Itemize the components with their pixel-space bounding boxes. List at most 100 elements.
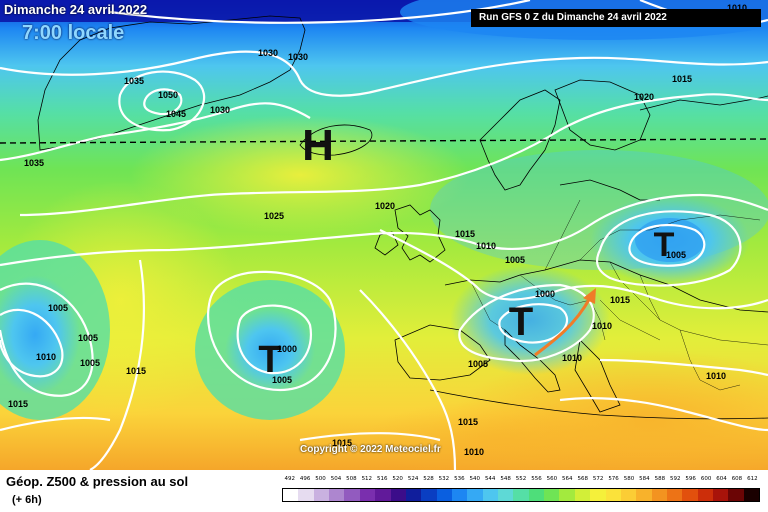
- scale-tick-label: 544: [484, 476, 496, 482]
- forecast-time: 7:00 locale: [22, 22, 125, 44]
- scale-swatch: [498, 489, 514, 501]
- scale-swatch: [666, 489, 683, 501]
- scale-tick-label: 496: [299, 476, 311, 482]
- scale-tick-label: 600: [700, 476, 712, 482]
- isobar-label: 1015: [8, 399, 28, 409]
- isobar-label: 1015: [610, 295, 630, 305]
- isobar-label: 1005: [272, 375, 292, 385]
- scale-swatch: [436, 489, 452, 501]
- scale-tick-label: 524: [407, 476, 419, 482]
- isobar-label: 1005: [505, 255, 525, 265]
- scale-tick-label: 612: [747, 476, 758, 482]
- isobars: [0, 0, 768, 470]
- isobar-label: 1030: [258, 48, 278, 58]
- scale-swatch: [559, 489, 575, 501]
- isobar-label: 1025: [264, 211, 284, 221]
- isobar-label: 1010: [36, 352, 56, 362]
- pressure-map: H T T T 1010 1030 1030 1035 1050 1045 10…: [0, 0, 768, 470]
- isobar-label: 1005: [666, 250, 686, 260]
- scale-swatch: [544, 489, 560, 501]
- scale-tick-label: 532: [438, 476, 450, 482]
- isobar-label: 1035: [24, 158, 44, 168]
- scale-swatch: [298, 489, 314, 501]
- scale-tick-label: 540: [469, 476, 481, 482]
- isobar-label: 1015: [332, 438, 352, 448]
- scale-tick-label: 552: [515, 476, 527, 482]
- isobar-label: 1015: [455, 229, 475, 239]
- scale-swatch: [528, 489, 545, 501]
- scale-tick-label: 548: [500, 476, 511, 482]
- scale-tick-label: 492: [284, 476, 295, 482]
- borders: [469, 199, 768, 391]
- scale-tick-label: 608: [731, 476, 743, 482]
- isobar-label: 1010: [706, 371, 726, 381]
- scale-tick-label: 500: [315, 476, 326, 482]
- scale-swatch: [390, 489, 406, 501]
- scale-tick-label: 520: [392, 476, 403, 482]
- scale-tick-label: 564: [562, 476, 573, 482]
- scale-swatch: [283, 489, 299, 501]
- scale-swatch: [344, 489, 360, 501]
- isobar-labels: 1010 1030 1030 1035 1050 1045 1030 1035 …: [8, 3, 747, 457]
- isobar-label: 1010: [476, 241, 496, 251]
- color-scale: 492 496 500 504 508 512 516 520 524 528 532 536 540 5…: [282, 476, 760, 508]
- isobar-label: 1030: [288, 52, 308, 62]
- scale-swatch: [697, 489, 714, 501]
- legend-panel: Géop. Z500 & pression au sol (+ 6h) 492 4…: [0, 470, 768, 512]
- scale-tick-label: 592: [670, 476, 681, 482]
- color-scale-labels: 492 496 500 504 508 512 516 520 524 528 532 536 540 5…: [282, 476, 760, 486]
- isobar-label: 1010: [592, 321, 612, 331]
- legend-title: Géop. Z500 & pression au sol: [6, 474, 189, 489]
- scale-swatch: [682, 489, 698, 501]
- isobar-label: 1000: [277, 344, 297, 354]
- high-pressure-symbol: H: [302, 121, 334, 170]
- scale-tick-label: 560: [546, 476, 558, 482]
- isobar-label: 1010: [464, 447, 484, 457]
- scale-swatch: [329, 489, 345, 501]
- scale-swatch: [590, 489, 606, 501]
- scale-swatch: [713, 489, 729, 501]
- isobar-label: 1005: [48, 303, 68, 313]
- scale-swatch: [636, 489, 652, 501]
- isobar-label: 1030: [210, 105, 230, 115]
- isobar-label: 1015: [458, 417, 478, 427]
- isobar-label: 1015: [672, 74, 692, 84]
- isobar-label: 1035: [124, 76, 144, 86]
- isobar-label: 1050: [158, 90, 178, 100]
- model-run-label: Run GFS 0 Z du Dimanche 24 avril 2022: [471, 9, 761, 27]
- low-pressure-symbol: T: [509, 300, 533, 344]
- scale-swatch: [359, 489, 376, 501]
- isobar-label: 1010: [727, 3, 747, 13]
- scale-swatch: [375, 489, 391, 501]
- low-pressure-symbol: T: [654, 226, 675, 264]
- scale-tick-label: 576: [608, 476, 619, 482]
- coastlines: [37, 15, 768, 420]
- scale-swatch: [513, 489, 529, 501]
- scale-tick-label: 588: [654, 476, 666, 482]
- scale-tick-label: 604: [716, 476, 727, 482]
- isobar-label: 1015: [126, 366, 146, 376]
- isobar-label: 1010: [562, 353, 582, 363]
- scale-tick-label: 504: [330, 476, 342, 482]
- scale-tick-label: 572: [592, 476, 604, 482]
- isobar-label: 1020: [375, 201, 395, 211]
- scale-tick-label: 568: [577, 476, 588, 482]
- scale-swatch: [421, 489, 437, 501]
- scale-swatch: [620, 489, 637, 501]
- scale-swatch: [651, 489, 667, 501]
- forecast-offset: (+ 6h): [12, 494, 42, 506]
- scale-tick-label: 584: [639, 476, 650, 482]
- scale-swatch: [451, 489, 468, 501]
- scale-tick-label: 508: [346, 476, 357, 482]
- reference-dashed-line: [0, 138, 768, 144]
- scale-swatch: [605, 489, 621, 501]
- scale-tick-label: 580: [623, 476, 635, 482]
- isobar-label: 1005: [80, 358, 100, 368]
- scale-swatch: [743, 489, 760, 501]
- scale-tick-label: 528: [423, 476, 434, 482]
- isobar-label: 1005: [468, 359, 488, 369]
- scale-tick-label: 556: [531, 476, 542, 482]
- forecast-date: Dimanche 24 avril 2022: [4, 2, 148, 17]
- copyright-notice: Copyright © 2022 Meteociel.fr: [300, 444, 441, 455]
